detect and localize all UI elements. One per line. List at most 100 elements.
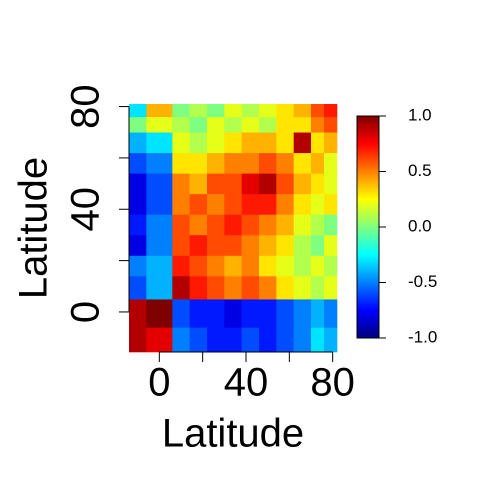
heatmap-cell — [189, 152, 208, 174]
heatmap-cell — [276, 276, 294, 300]
heatmap-cell — [293, 255, 312, 277]
heatmap-cell — [129, 214, 147, 236]
heatmap-cell — [276, 234, 294, 256]
heatmap-cell — [189, 193, 208, 215]
heatmap-cell — [224, 173, 242, 195]
heatmap-cell — [241, 116, 260, 133]
x-tick-label: 40 — [224, 361, 269, 405]
heatmap-cell — [293, 104, 312, 118]
heatmap-cell — [259, 276, 277, 300]
x-axis-label: Latitude — [162, 412, 304, 456]
heatmap-cell — [224, 132, 242, 154]
heatmap-cell — [129, 299, 147, 328]
heatmap-cell — [129, 327, 147, 353]
heatmap-cell — [293, 173, 312, 195]
heatmap-cell — [207, 299, 225, 328]
heatmap-cell — [207, 152, 225, 174]
heatmap-cell — [129, 276, 147, 300]
heatmap-cell — [259, 132, 277, 154]
heatmap-cell — [224, 214, 242, 236]
heatmap-cell — [293, 132, 312, 154]
heatmap-cell — [259, 234, 277, 256]
heatmap-cell — [311, 299, 325, 328]
color-bar-tick-label: 1.0 — [408, 105, 432, 124]
heatmap-cell — [172, 116, 190, 133]
heatmap-cell — [324, 234, 338, 256]
heatmap-cell — [259, 152, 277, 174]
color-bar — [356, 115, 380, 339]
heatmap-cell — [324, 173, 338, 195]
heatmap-cell — [129, 255, 147, 277]
heatmap-cell — [207, 327, 225, 353]
heatmap-cell — [172, 152, 190, 174]
heatmap-cell — [293, 193, 312, 215]
heatmap-cell — [189, 214, 208, 236]
heatmap-cell — [172, 327, 190, 353]
heatmap-cell — [259, 299, 277, 328]
heatmap-cell — [189, 132, 208, 154]
heatmap-cell — [324, 276, 338, 300]
heatmap-cell — [146, 132, 173, 154]
heatmap-cell — [146, 104, 173, 118]
heatmap-cell — [172, 214, 190, 236]
heatmap-cell — [146, 214, 173, 236]
heatmap-cell — [129, 234, 147, 256]
heatmap-cell — [189, 116, 208, 133]
heatmap-cell — [311, 132, 325, 154]
heatmap-cell — [259, 327, 277, 353]
heatmap-cell — [207, 116, 225, 133]
heatmap-cell — [293, 276, 312, 300]
heatmap-cell — [311, 152, 325, 174]
heatmap-cell — [311, 214, 325, 236]
heatmap-cell — [224, 234, 242, 256]
heatmap-cell — [311, 276, 325, 300]
heatmap-cell — [276, 116, 294, 133]
heatmap-cell — [172, 255, 190, 277]
heatmap-cell — [241, 193, 260, 215]
heatmap-cell — [259, 116, 277, 133]
heatmap-cell — [241, 214, 260, 236]
heatmap-cell — [146, 255, 173, 277]
heatmap-cell — [324, 132, 338, 154]
heatmap-cell — [311, 327, 325, 353]
x-tick-label: 0 — [148, 361, 170, 405]
heatmap-cell — [189, 276, 208, 300]
heatmap-cell — [311, 104, 325, 118]
heatmap-cell — [146, 116, 173, 133]
heatmap-cell — [259, 173, 277, 195]
heatmap-cell — [324, 104, 338, 118]
heatmap-cell — [241, 299, 260, 328]
heatmap-cell — [224, 116, 242, 133]
color-bar-tick-label: -1.0 — [408, 327, 437, 346]
heatmap-cell — [207, 193, 225, 215]
heatmap-cell — [311, 193, 325, 215]
heatmap-cell — [172, 193, 190, 215]
heatmap-cell — [189, 234, 208, 256]
heatmap-cell — [146, 152, 173, 174]
heatmap-cell — [172, 234, 190, 256]
heatmap-cell — [146, 173, 173, 195]
heatmap-cell — [207, 173, 225, 195]
heatmap-cell — [224, 255, 242, 277]
heatmap-cell — [224, 276, 242, 300]
heatmap-cell — [241, 104, 260, 118]
color-bar-tick-label: 0.5 — [408, 161, 432, 180]
y-tick-label: 40 — [64, 187, 108, 232]
y-axis-label: Latitude — [12, 157, 56, 299]
heatmap-cell — [276, 132, 294, 154]
heatmap-cell — [259, 104, 277, 118]
heatmap-cell — [172, 173, 190, 195]
heatmap-cell — [129, 152, 147, 174]
heatmap-cell — [241, 255, 260, 277]
heatmap-cell — [189, 327, 208, 353]
heatmap-cell — [224, 104, 242, 118]
heatmap-cell — [172, 132, 190, 154]
heatmap-cell — [224, 152, 242, 174]
heatmap-cell — [324, 255, 338, 277]
heatmap-cell — [172, 104, 190, 118]
heatmap-cell — [293, 116, 312, 133]
heatmap-cell — [224, 193, 242, 215]
heatmap-cell — [241, 327, 260, 353]
heatmap-cell — [241, 132, 260, 154]
